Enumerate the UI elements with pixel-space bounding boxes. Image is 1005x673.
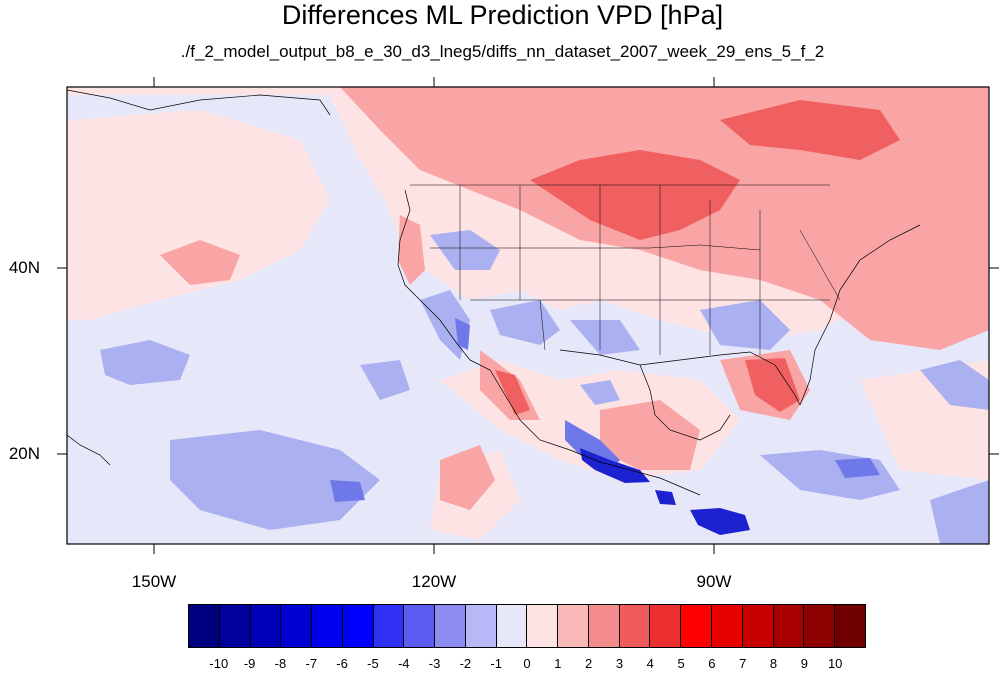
contour-region — [67, 110, 330, 320]
contour-region — [100, 340, 190, 385]
colorbar-swatch — [619, 605, 651, 647]
colorbar-swatch — [435, 605, 466, 647]
colorbar-swatch — [650, 605, 682, 647]
coastlines — [67, 89, 921, 496]
colorbar-swatch — [281, 605, 313, 647]
colorbar-swatch — [527, 605, 559, 647]
map-subtitle: ./f_2_model_output_b8_e_30_d3_lneg5/diff… — [180, 42, 825, 61]
colorbar-swatch — [588, 605, 620, 647]
contour-region — [160, 240, 240, 285]
contour-region — [570, 320, 640, 355]
colorbar-tick-label: 4 — [646, 656, 654, 671]
colorbar-swatch — [189, 605, 220, 647]
colorbar-swatch — [742, 605, 774, 647]
colorbar-tick-label: -5 — [367, 656, 379, 671]
contour-region — [600, 400, 700, 470]
colorbar-swatch — [558, 605, 589, 647]
colorbar-labels: -10 -9 -8 -7 -6 -5 -4 -3 -2 -1 0 1 2 3 4 5 6 7 8 9 10 — [0, 657, 1005, 673]
contour-region — [580, 448, 650, 483]
colorbar-tick-label: -7 — [305, 656, 318, 671]
colorbar-tick-label: 2 — [585, 656, 593, 671]
colorbar-tick-label: 9 — [800, 656, 808, 671]
contour-region — [835, 458, 880, 478]
colorbar-swatch — [496, 605, 528, 647]
colorbar-swatch — [219, 605, 251, 647]
colorbar-tick-label: 8 — [769, 656, 778, 671]
colorbar — [188, 604, 866, 648]
colorbar-tick-label: -8 — [274, 656, 287, 671]
colorbar-swatch — [373, 605, 405, 647]
colorbar-swatch — [712, 605, 743, 647]
vpd-difference-map — [57, 77, 999, 554]
colorbar-tick-label: -6 — [336, 656, 348, 671]
contour-region — [920, 360, 989, 410]
colorbar-swatch — [804, 605, 836, 647]
map-title: Differences ML Prediction VPD [hPa] — [281, 0, 724, 30]
contour-region — [455, 318, 470, 350]
contour-region — [490, 300, 560, 345]
colorbar-tick-label: -9 — [243, 656, 256, 671]
contour-region — [930, 480, 989, 544]
state-borders — [410, 184, 841, 355]
contour-region — [690, 508, 750, 535]
colorbar-swatch — [835, 605, 865, 647]
colorbar-swatch — [404, 605, 436, 647]
colorbar-tick-label: 3 — [615, 656, 624, 671]
contour-region — [398, 215, 425, 285]
colorbar-tick-label: 0 — [523, 656, 531, 671]
colorbar-swatch — [312, 605, 343, 647]
contour-region — [495, 370, 530, 415]
colorbar-swatch — [250, 605, 282, 647]
lat-label-20n: 20N — [8, 444, 40, 463]
lon-label-120w: 120W — [411, 572, 457, 591]
contour-region — [360, 360, 410, 400]
contour-region — [565, 420, 620, 470]
contour-region — [700, 300, 790, 350]
contour-region — [440, 445, 495, 510]
contour-region — [530, 150, 740, 240]
colorbar-swatch — [681, 605, 713, 647]
contour-region — [745, 358, 800, 412]
colorbar-tick-label: 6 — [708, 656, 716, 671]
lon-label-90w: 90W — [696, 572, 732, 591]
lat-label-40n: 40N — [8, 258, 40, 277]
contour-region — [720, 100, 900, 160]
contour-region — [655, 490, 676, 505]
contour-region — [580, 380, 620, 405]
axis-ticks — [57, 77, 999, 554]
colorbar-swatch — [773, 605, 805, 647]
colorbar-tick-label: -10 — [209, 656, 229, 671]
colorbar-tick-label: -1 — [490, 656, 502, 671]
colorbar-tick-label: 10 — [827, 656, 843, 671]
colorbar-tick-label: -2 — [459, 656, 472, 671]
colorbar-tick-label: 1 — [554, 656, 562, 671]
plot-frame — [66, 86, 990, 545]
colorbar-tick-label: -4 — [397, 656, 410, 671]
contour-region — [330, 480, 365, 502]
colorbar-tick-label: 7 — [739, 656, 747, 671]
contour-region — [430, 230, 500, 270]
contour-region — [170, 430, 380, 530]
contour-region — [420, 290, 470, 360]
colorbar-swatch — [465, 605, 497, 647]
colorbar-tick-label: 5 — [677, 656, 685, 671]
lon-label-150w: 150W — [131, 572, 177, 591]
colorbar-tick-label: -3 — [428, 656, 441, 671]
colorbar-swatch — [342, 605, 374, 647]
